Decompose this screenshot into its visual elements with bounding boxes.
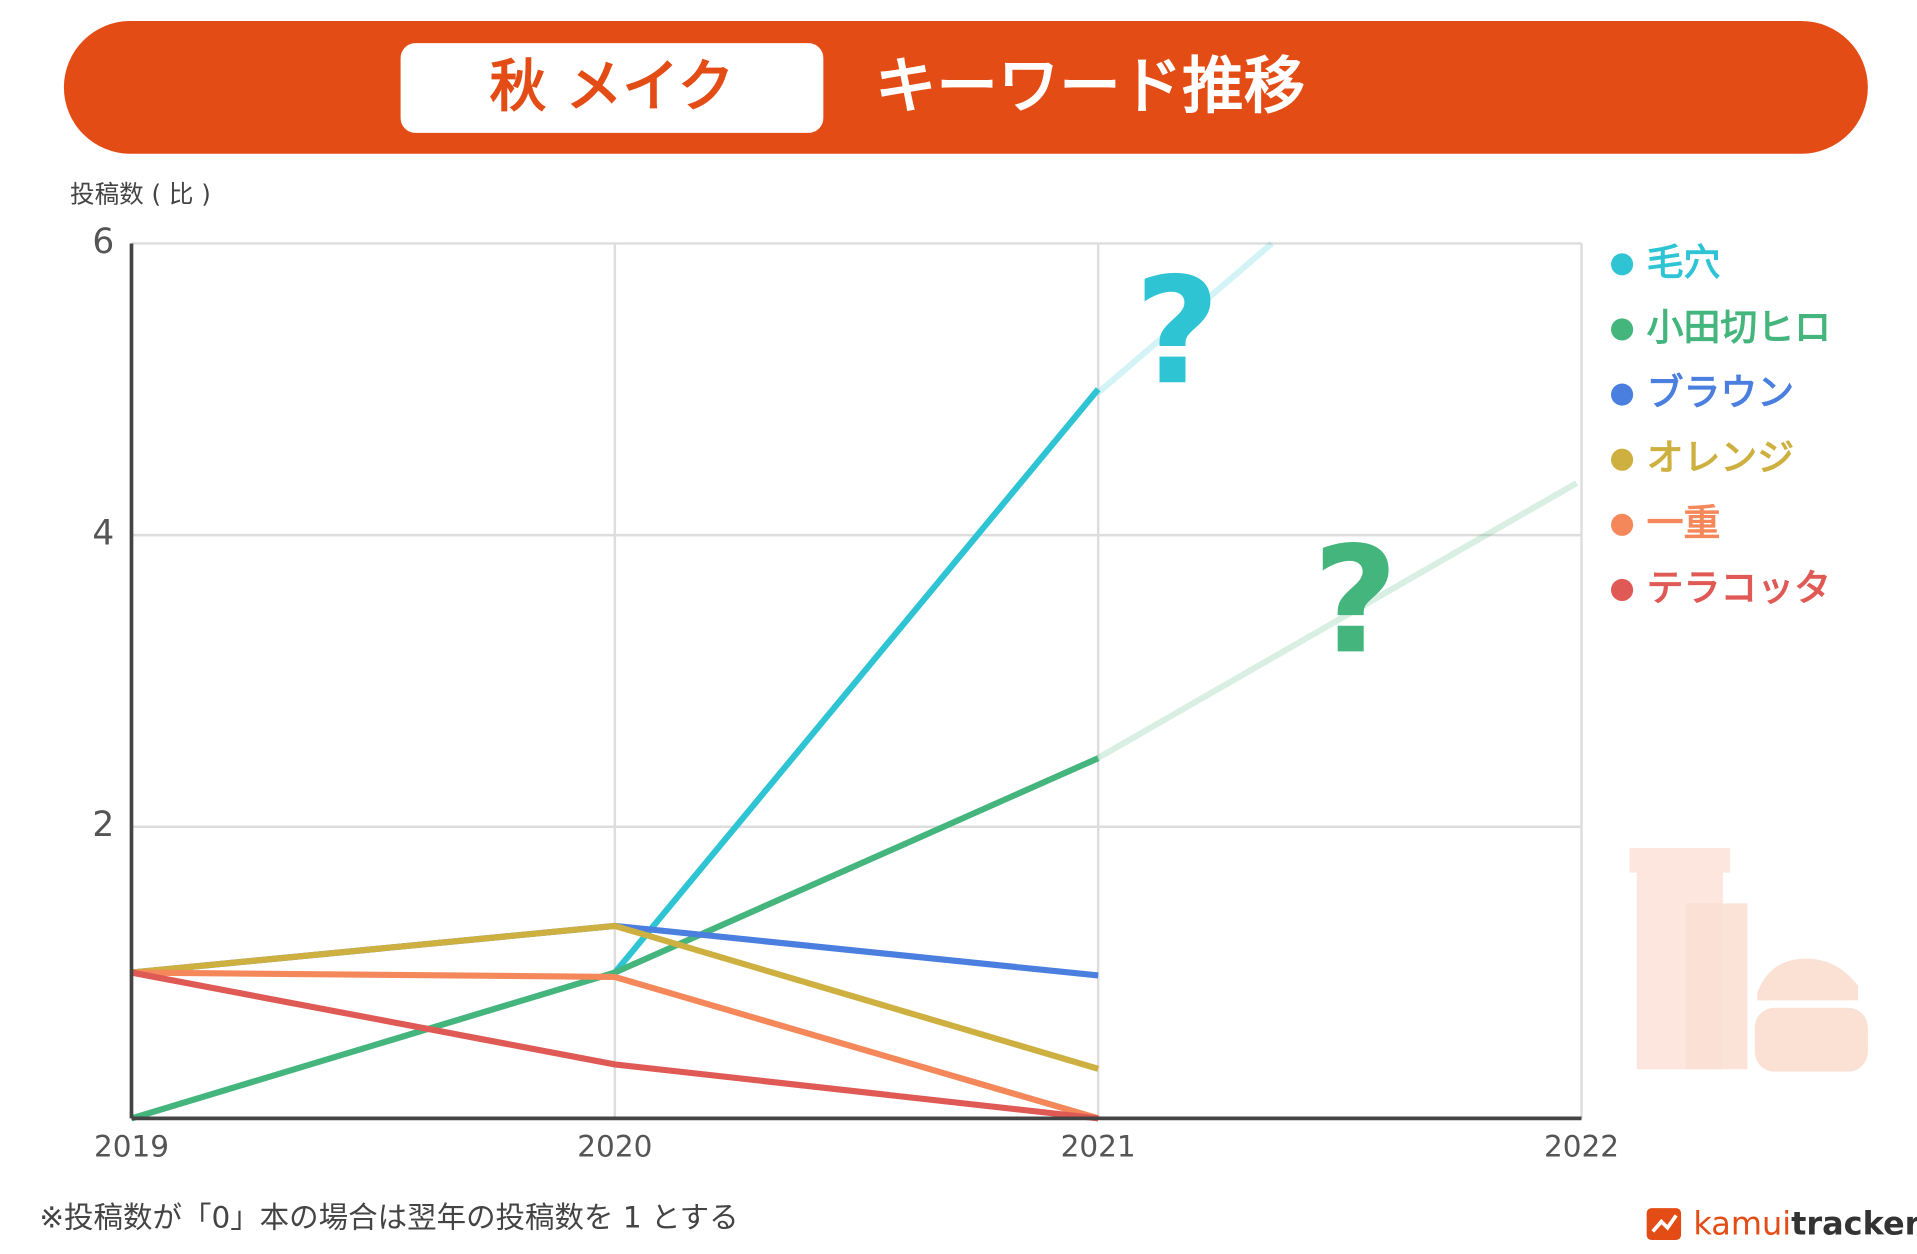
annotation: ? [1313, 514, 1399, 686]
legend-label: 毛穴 [1647, 241, 1721, 284]
x-tick-label: 2020 [577, 1129, 652, 1163]
brand-part: tracker [1791, 1204, 1917, 1242]
cosmetics-icon [1629, 848, 1868, 1072]
y-tick-label: 6 [92, 222, 114, 262]
legend-marker [1611, 513, 1634, 536]
series-line [130, 969, 1099, 1122]
legend-label: テラコッタ [1647, 566, 1831, 609]
brand-logo-mark [1651, 1214, 1678, 1233]
footnote: ※投稿数が「0」本の場合は翌年の投稿数を 1 とする [39, 1201, 738, 1235]
annotation: ? [1134, 245, 1220, 417]
series-line [130, 755, 1100, 1122]
series-line [131, 969, 1100, 1122]
chart-title: キーワード推移 [875, 51, 1305, 122]
series-line [612, 387, 1101, 975]
grid: 2 4 6 2019 2020 2021 2022 [92, 222, 1619, 1163]
x-tick-label: 2021 [1061, 1129, 1136, 1163]
y-tick-label: 4 [92, 514, 114, 554]
legend-label: 一重 [1647, 501, 1721, 544]
legend-marker [1611, 318, 1634, 341]
brand-part: kamui [1693, 1204, 1791, 1242]
x-tick-label: 2022 [1544, 1129, 1619, 1163]
legend-marker [1611, 578, 1634, 602]
brand-text: kamuitracker [1693, 1204, 1917, 1242]
legend-label: オレンジ [1647, 436, 1794, 479]
series-line [131, 922, 1100, 1072]
projection-line [1095, 480, 1579, 761]
projection-line [1095, 241, 1274, 396]
y-tick-label: 2 [92, 805, 114, 845]
legend-label: 小田切ヒロ [1647, 306, 1831, 349]
y-axis-label: 投稿数 ( 比 ) [70, 180, 211, 209]
legend-marker [1611, 253, 1634, 276]
legend-marker [1611, 448, 1634, 471]
title-keyword: 秋 メイク [490, 54, 735, 119]
legend-marker [1611, 383, 1634, 406]
keyword-box [400, 43, 824, 133]
plot [130, 387, 1101, 1122]
x-tick-label: 2019 [94, 1129, 169, 1163]
legend-label: ブラウン [1647, 371, 1794, 414]
